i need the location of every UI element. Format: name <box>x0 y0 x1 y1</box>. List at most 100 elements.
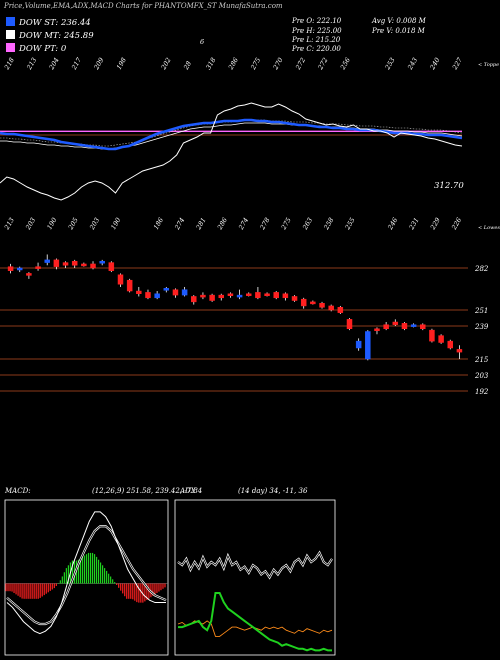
candle-body <box>99 260 105 264</box>
bottom-label: 246 <box>386 216 400 232</box>
bottom-label: 255 <box>343 216 357 232</box>
stat-close: Pre C: 220.00 <box>292 45 341 53</box>
legend-dow-pt: DOW PT: 0 <box>6 43 66 55</box>
bottom-label: 258 <box>322 216 336 232</box>
stat-high: Pre H: 225.00 <box>292 27 342 35</box>
legend-dow-st: DOW ST: 236.44 <box>6 17 91 29</box>
adx-params: (14 day) 34, -11, 36 <box>238 487 308 495</box>
candle-body <box>26 273 32 276</box>
top-label: 243 <box>406 56 420 72</box>
candle-body <box>108 262 115 271</box>
candle-body <box>310 301 316 305</box>
top-label: 253 <box>383 56 397 72</box>
candle-body <box>90 263 96 269</box>
top-label: 209 <box>92 56 106 72</box>
top-label: 286 <box>226 56 240 72</box>
candle-body <box>62 262 69 266</box>
candle-body <box>71 260 78 266</box>
candle-body <box>126 279 133 292</box>
ema-fast-line <box>0 118 463 151</box>
top-label: 198 <box>115 56 128 71</box>
bottom-label: 274 <box>237 216 251 232</box>
adx-di-plus-line <box>178 592 332 652</box>
legend-label-mt: DOW MT: 245.89 <box>19 31 94 41</box>
bottom-label: 281 <box>194 216 208 232</box>
macd-signal-inner <box>6 525 167 625</box>
candle-body <box>35 266 41 269</box>
candle-tick-label: 282 <box>474 265 489 273</box>
candle-body <box>209 294 215 301</box>
candle-body <box>410 324 417 327</box>
bottom-label: 263 <box>301 216 315 232</box>
legend-swatch-st <box>6 17 15 26</box>
candle-body <box>401 323 408 330</box>
mid-label: 6 <box>200 38 204 46</box>
candle-body <box>346 319 353 330</box>
candle-body <box>172 289 179 296</box>
candle-body <box>429 329 435 342</box>
bottom-label: 190 <box>45 216 58 231</box>
candle-body <box>145 292 151 299</box>
candle-body <box>218 294 225 299</box>
candle-body <box>44 259 50 263</box>
top-label: 202 <box>159 56 173 72</box>
bottom-label: 190 <box>109 216 122 231</box>
candle-body <box>374 328 380 331</box>
bottom-label: 213 <box>2 216 16 232</box>
macd-params: (12,26,9) 251.58, 239.42, -7.84 <box>92 487 203 495</box>
candle-body <box>282 293 289 299</box>
ema-slow-line <box>0 122 463 150</box>
top-label: 204 <box>47 56 61 72</box>
candle-body <box>16 267 23 271</box>
candle-body <box>438 335 444 343</box>
candle-body <box>53 259 60 267</box>
candle-body <box>136 290 142 294</box>
bottom-label: 205 <box>66 216 80 232</box>
candle-tick-label: 251 <box>474 307 488 315</box>
macd-line <box>6 511 166 635</box>
stat-avg-volume: Avg V: 0.008 M <box>372 17 426 25</box>
adx-label: ADX <box>180 487 196 495</box>
top-label: 318 <box>204 56 217 71</box>
bottom-right-label: < Lowest <box>478 225 500 231</box>
candle-body <box>355 340 362 349</box>
top-label: 240 <box>428 56 442 72</box>
candle-body <box>383 324 389 329</box>
top-label: 272 <box>294 56 308 72</box>
legend-label-pt: DOW PT: 0 <box>19 44 67 54</box>
candle-body <box>255 292 261 299</box>
adx-frame <box>174 499 336 656</box>
candle-body <box>245 293 252 296</box>
top-label: 213 <box>25 56 39 72</box>
candle-body <box>447 340 454 349</box>
stat-open: Pre O: 222.10 <box>292 17 342 25</box>
top-label: 275 <box>249 56 263 72</box>
bottom-label: 275 <box>279 216 293 232</box>
candle-body <box>191 296 197 303</box>
candle-body <box>7 266 14 271</box>
top-label: 217 <box>70 56 84 72</box>
candle-body <box>227 293 234 296</box>
candle-body <box>181 289 188 296</box>
bottom-label: 278 <box>258 216 272 232</box>
legend-dow-mt: DOW MT: 245.89 <box>6 30 94 42</box>
candle-body <box>365 331 371 360</box>
page-title: Price,Volume,EMA,ADX,MACD Charts for PHA… <box>4 2 283 10</box>
candle-tick-label: 215 <box>474 356 489 364</box>
bottom-label: 231 <box>407 216 421 232</box>
candle-body <box>420 324 426 329</box>
candle-tick-label: 192 <box>475 388 489 396</box>
stat-pre-volume: Pre V: 0.018 M <box>372 27 425 35</box>
candle-body <box>117 274 124 285</box>
candle-body <box>154 293 160 299</box>
candle-body <box>328 305 334 311</box>
bottom-label: 203 <box>88 216 102 232</box>
bottom-label: 186 <box>152 216 165 231</box>
top-label: 272 <box>316 56 330 72</box>
candle-tick-label: 239 <box>474 323 489 331</box>
top-label: 227 <box>450 56 464 72</box>
candle-body <box>300 298 307 307</box>
bottom-label: 203 <box>24 216 38 232</box>
